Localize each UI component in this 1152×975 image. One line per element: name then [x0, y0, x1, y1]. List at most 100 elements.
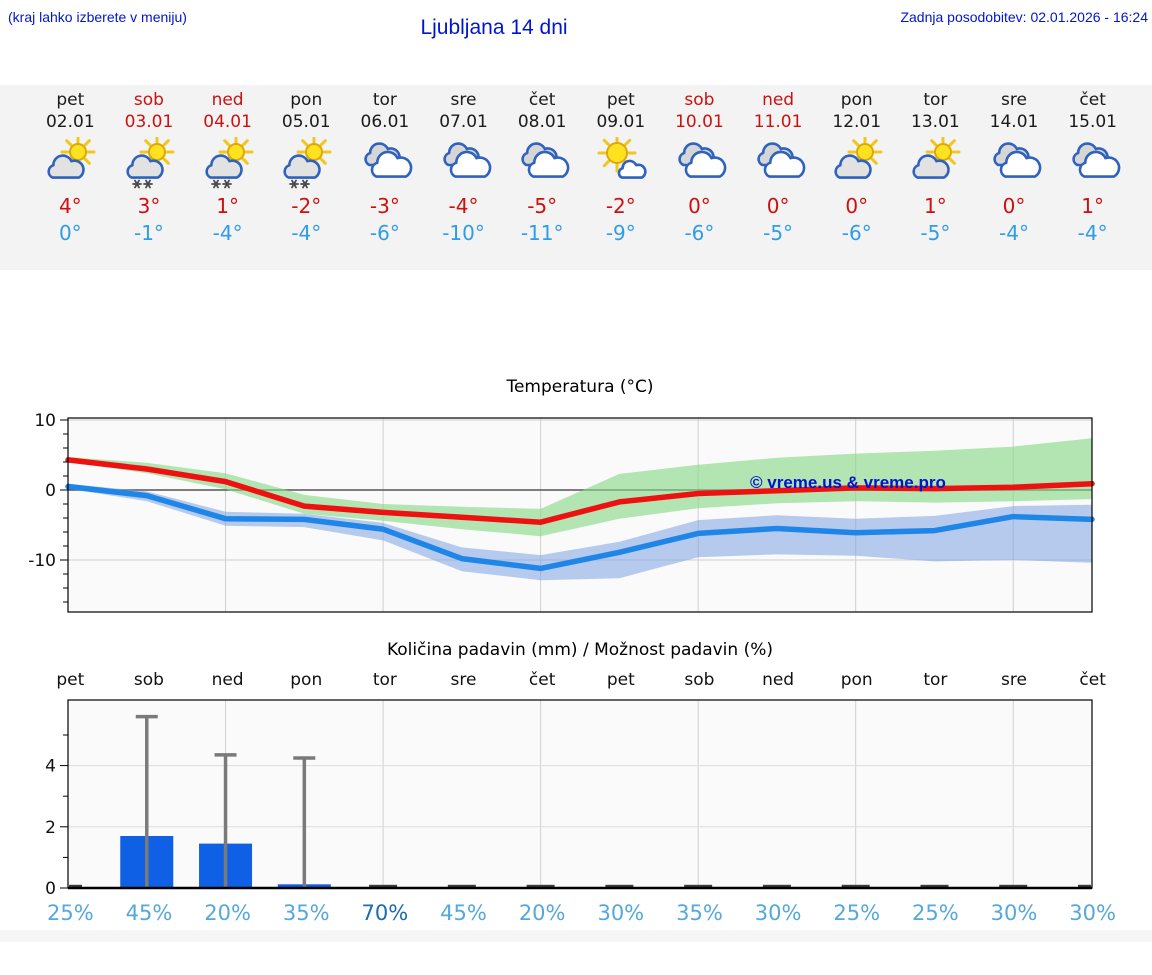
precip-probability: 35% [282, 901, 330, 925]
precipitation-chart: 0 2 4 [0, 695, 1152, 905]
day-high-temp: 0° [845, 194, 869, 218]
svg-text:10: 10 [34, 411, 56, 431]
day-date: 11.01 [753, 112, 803, 132]
day-date: 07.01 [439, 112, 488, 132]
precip-day-label: tor [923, 670, 948, 690]
day-date: 10.01 [675, 112, 724, 132]
precip-day-labels: pet sob ned pon tor sre čet pet sob ned pon tor sre č… [31, 670, 1132, 690]
day-date: 12.01 [832, 112, 882, 132]
day-high-temp: -5° [527, 194, 558, 218]
precip-probability: 30% [990, 901, 1038, 925]
day-low-temp: -10° [442, 221, 485, 245]
day-date: 15.01 [1068, 112, 1117, 132]
precip-probability: 30% [754, 901, 802, 925]
sun-small-cloud-icon [581, 135, 660, 191]
precip-day-label: pet [56, 670, 85, 690]
day-high-temp: 4° [58, 194, 82, 218]
day-date: 14.01 [989, 112, 1039, 132]
precip-day-label: tor [372, 670, 397, 690]
day-date: 04.01 [203, 112, 252, 132]
cloudy-icon [346, 135, 425, 191]
day-date: 09.01 [596, 112, 646, 132]
precip-probability: 30% [1069, 901, 1116, 925]
day-name: pet [606, 90, 635, 110]
day-name: sob [684, 90, 715, 110]
cloudy-icon [1053, 135, 1132, 191]
day-low-temp: -5° [763, 221, 794, 245]
forecast-strip: pet 02.01 4° 0° sob 03.01 3° -1° ned 04.01 1° -4° po… [31, 89, 1132, 247]
day-name: čet [1079, 90, 1106, 110]
day-name: pon [840, 90, 873, 110]
forecast-day: sob 03.01 3° -1° [110, 89, 189, 247]
precip-probability: 45% [440, 901, 487, 925]
day-low-temp: -4° [212, 221, 243, 245]
day-date: 03.01 [124, 112, 174, 132]
day-date: 13.01 [911, 112, 960, 132]
cloudy-icon [424, 135, 503, 191]
last-updated: Zadnja posodobitev: 02.01.2026 - 16:24 [900, 9, 1148, 25]
temperature-chart: © vreme.us & vreme.pro 10 0 -10 [0, 385, 1152, 625]
day-low-temp: -6° [369, 221, 400, 245]
forecast-day: pon 05.01 -2° -4° [267, 89, 346, 247]
forecast-day: tor 13.01 1° -5° [896, 89, 975, 247]
precip-probability: 25% [46, 901, 94, 925]
svg-text:-10: -10 [28, 551, 56, 571]
day-high-temp: 0° [688, 194, 711, 218]
precip-probability: 45% [125, 901, 173, 925]
day-low-temp: -5° [920, 221, 951, 245]
forecast-day: pet 09.01 -2° -9° [581, 89, 660, 247]
precip-probability: 25% [833, 901, 881, 925]
cloudy-icon [660, 135, 739, 191]
day-low-temp: 0° [58, 221, 82, 245]
precip-probability: 20% [204, 901, 251, 925]
day-name: tor [923, 90, 948, 110]
day-high-temp: -2° [291, 194, 322, 218]
day-low-temp: -6° [684, 221, 715, 245]
precip-day-label: sre [450, 670, 477, 690]
sun-cloud-snow-icon [188, 135, 267, 191]
precip-probability: 25% [912, 901, 959, 925]
day-name: tor [372, 90, 397, 110]
svg-text:2: 2 [45, 818, 56, 838]
precip-day-label: sre [1001, 670, 1027, 690]
day-name: sre [450, 90, 477, 110]
sun-cloud-snow-icon [267, 135, 346, 191]
day-name: ned [211, 90, 244, 110]
day-low-temp: -4° [291, 221, 322, 245]
day-high-temp: 0° [1002, 194, 1026, 218]
precip-day-label: sob [133, 670, 164, 690]
day-low-temp: -1° [133, 221, 164, 245]
cloudy-icon [975, 135, 1054, 191]
day-name: ned [762, 90, 795, 110]
sun-cloud-icon [896, 135, 975, 191]
day-date: 02.01 [45, 112, 95, 132]
precip-probability: 35% [676, 901, 723, 925]
day-name: sob [133, 90, 164, 110]
day-high-temp: 3° [137, 194, 161, 218]
precip-day-label: pon [290, 670, 323, 690]
day-name: čet [528, 90, 556, 110]
precip-day-label: pet [606, 670, 635, 690]
forecast-day: sre 07.01 -4° -10° [424, 89, 503, 247]
forecast-day: sob 10.01 0° -6° [660, 89, 739, 247]
day-name: sre [1001, 90, 1027, 110]
day-date: 08.01 [517, 112, 567, 132]
sun-cloud-icon [31, 135, 110, 191]
precip-day-label: čet [1079, 670, 1106, 690]
forecast-day: čet 08.01 -5° -11° [503, 89, 582, 247]
page-title: Ljubljana 14 dni [420, 16, 568, 39]
day-name: pon [290, 90, 323, 110]
day-high-temp: 1° [1081, 194, 1105, 218]
precip-day-label: sob [684, 670, 715, 690]
cloudy-icon [503, 135, 582, 191]
location-hint: (kraj lahko izberete v meniju) [8, 9, 187, 25]
svg-text:0: 0 [45, 481, 56, 501]
precip-day-label: ned [211, 670, 244, 690]
sun-cloud-icon [817, 135, 896, 191]
precip-day-label: pon [840, 670, 873, 690]
forecast-day: čet 15.01 1° -4° [1053, 89, 1132, 247]
svg-text:© vreme.us & vreme.pro: © vreme.us & vreme.pro [750, 473, 946, 492]
precip-day-label: čet [528, 670, 556, 690]
day-low-temp: -11° [520, 221, 564, 245]
precip-probability: 20% [518, 901, 566, 925]
